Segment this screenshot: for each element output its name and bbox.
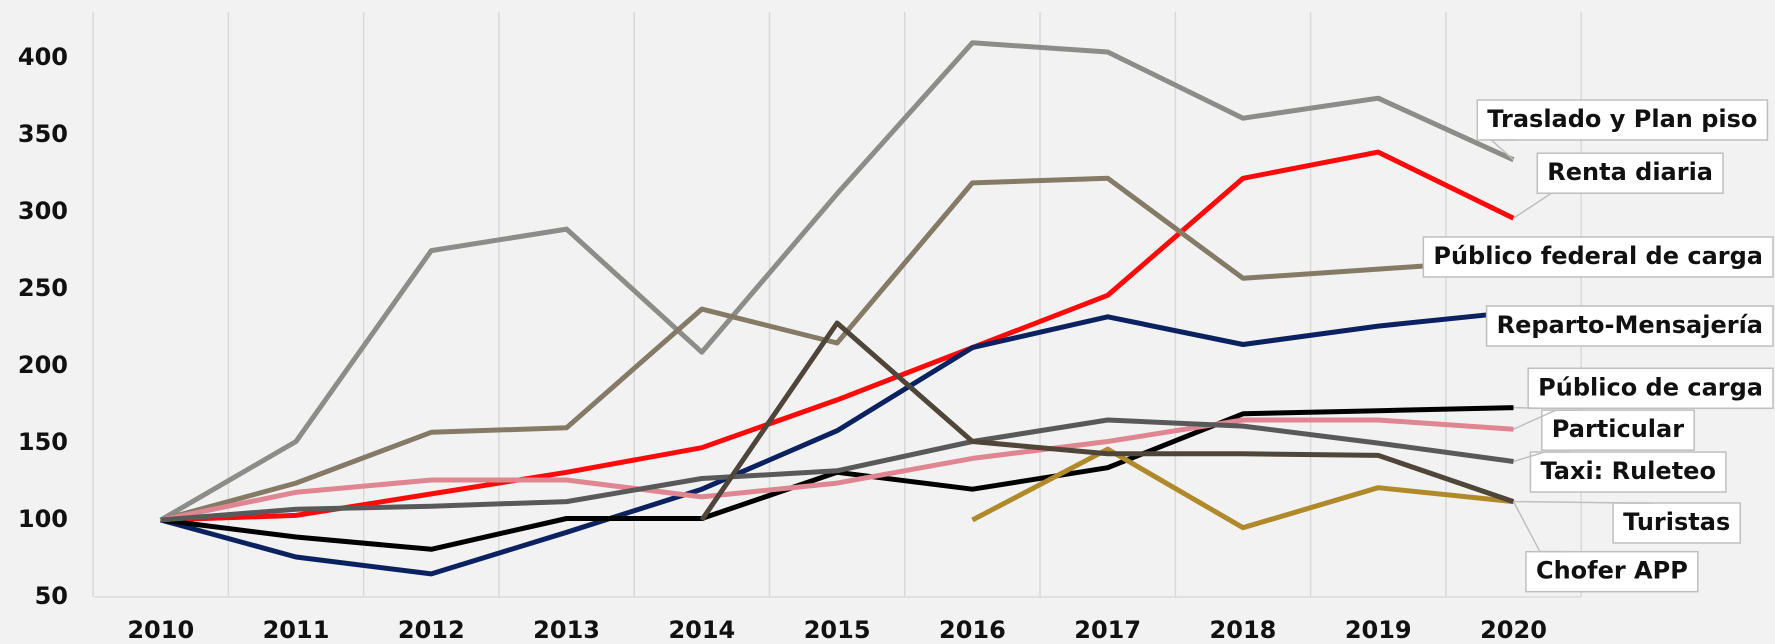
legend-entry: Reparto-Mensajería [1485, 305, 1774, 347]
x-tick-label: 2016 [939, 616, 1006, 644]
legend-entry: Público de carga [1513, 367, 1774, 410]
x-tick-label: 2015 [804, 616, 871, 644]
series-line [160, 175, 1514, 523]
series-line [160, 417, 1514, 523]
y-tick-label: 350 [18, 120, 68, 148]
label-box [1612, 502, 1741, 544]
series-line [699, 320, 1515, 522]
label-box [1529, 451, 1727, 493]
callout [1513, 500, 1654, 504]
y-tick-label: 150 [18, 428, 68, 456]
series-line [160, 417, 1514, 523]
callout [1513, 192, 1578, 219]
legend-label: Traslado y Plan piso [1487, 105, 1757, 133]
y-tick-label: 200 [18, 351, 68, 379]
y-tick-label: 250 [18, 274, 68, 302]
label-box [1476, 99, 1769, 141]
y-tick-label: 50 [35, 582, 68, 610]
legend-entry: Taxi: Ruleteo [1513, 451, 1727, 493]
label-box [1541, 409, 1695, 451]
label-box [1536, 152, 1724, 194]
series-line [160, 309, 1514, 577]
legend-entry: Público federal de carga [1422, 236, 1774, 278]
legend-label: Taxi: Ruleteo [1540, 457, 1715, 485]
series-line [971, 446, 1514, 531]
x-tick-label: 2013 [533, 616, 600, 644]
legend-label: Turistas [1623, 508, 1730, 536]
callout [1513, 406, 1569, 410]
legend-label: Reparto-Mensajería [1497, 311, 1763, 339]
x-tick-label: 2018 [1210, 616, 1277, 644]
y-tick-label: 100 [18, 505, 68, 533]
legend-label: Público federal de carga [1433, 242, 1763, 270]
x-tick-label: 2012 [398, 616, 465, 644]
legend-entry: Renta diaria [1513, 152, 1724, 219]
x-tick-label: 2017 [1074, 616, 1141, 644]
legend-entry: Chofer APP [1512, 501, 1699, 593]
callout [1512, 501, 1566, 553]
legend-label: Renta diaria [1547, 158, 1713, 186]
legend-entry: Particular [1513, 409, 1695, 451]
legend-entry: Turistas [1513, 500, 1741, 544]
legend-entry: Traslado y Plan piso [1476, 99, 1769, 161]
x-tick-label: 2014 [668, 616, 735, 644]
x-tick-label: 2019 [1345, 616, 1412, 644]
label-box [1527, 367, 1774, 410]
y-tick-label: 400 [18, 43, 68, 71]
y-tick-label: 300 [18, 197, 68, 225]
callout [1489, 139, 1518, 161]
callout [1513, 409, 1582, 430]
x-tick-label: 2011 [263, 616, 330, 644]
label-box [1525, 550, 1699, 593]
callout [1513, 451, 1571, 463]
x-tick-label: 2010 [127, 616, 194, 644]
x-tick-label: 2020 [1480, 616, 1547, 644]
legend-label: Público de carga [1538, 373, 1763, 401]
series-line [159, 40, 1515, 523]
legend-label: Chofer APP [1536, 557, 1688, 585]
label-box [1422, 236, 1774, 278]
label-box [1485, 305, 1774, 347]
series-line [160, 149, 1515, 523]
legend-label: Particular [1552, 415, 1684, 443]
